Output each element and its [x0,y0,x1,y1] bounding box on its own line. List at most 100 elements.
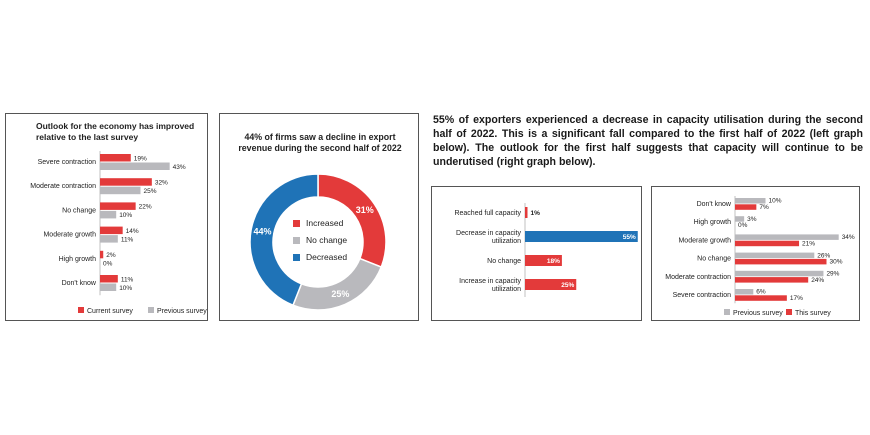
legend-swatch-no-change [293,237,300,244]
legend-label-previous-survey: Previous survey [157,308,207,315]
category-label-high-growth: High growth [694,219,731,226]
data-label-previous-survey-high-growth: 3% [747,216,757,223]
category-label-line: Reached full capacity [454,210,521,217]
bar-this-survey-moderate-contraction [735,277,809,283]
data-label-decrease-in-capacity-utilization: 55% [623,234,636,241]
legend-label-previous-survey: Previous survey [733,310,783,317]
category-label-don-t-know: Don't know [62,280,97,287]
legend-label-increased: Increased [306,218,344,228]
data-label-previous-survey-no-change: 10% [119,212,132,219]
bar-previous-survey-high-growth [735,216,745,222]
bar-current-survey-no-change [100,202,136,210]
data-label-this-survey-severe-contraction: 17% [790,295,803,302]
data-label-current-survey-moderate-contraction: 32% [155,180,168,187]
export-revenue-panel: 44% of firms saw a decline in export rev… [219,113,419,321]
legend-swatch-increased [293,220,300,227]
data-label-previous-survey-high-growth: 0% [103,261,113,268]
bar-increase-in-capacity-utilization [525,279,577,290]
data-label-this-survey-moderate-growth: 21% [802,240,815,247]
capacity-utilisation-chart: Reached full capacity 1% Decrease in capac… [454,203,638,297]
category-label-severe-contraction: Severe contraction [38,159,96,166]
bar-no-change [525,255,562,266]
data-label-previous-survey-don-t-know: 10% [769,198,782,205]
legend-swatch-decreased [293,254,300,261]
category-label-line: Increase in capacity [459,278,521,285]
data-label-previous-survey-severe-contraction: 43% [173,164,186,171]
category-label-severe-contraction: Severe contraction [673,292,731,299]
data-label-previous-survey-don-t-know: 10% [119,285,132,292]
bar-previous-survey-no-change [735,252,815,259]
bar-previous-survey-severe-contraction [735,289,754,295]
bar-current-survey-high-growth [100,250,104,259]
bar-previous-survey-don-t-know [100,283,117,291]
category-label-reached-full-capacity: Reached full capacity [454,210,521,217]
data-label-current-survey-moderate-growth: 14% [126,228,139,235]
legend-label-decreased: Decreased [306,252,347,262]
bar-this-survey-don-t-know [735,204,757,210]
category-label-increase-in-capacity-utilization: Increase in capacity utilization [459,278,521,293]
data-label-current-survey-severe-contraction: 19% [134,155,147,162]
legend-label-this-survey: This survey [795,310,831,317]
data-label-previous-survey-moderate-growth: 34% [842,234,855,241]
bar-current-survey-severe-contraction [100,154,131,162]
bar-decrease-in-capacity-utilization [525,231,638,242]
bar-this-survey-no-change [735,258,827,265]
legend-swatch-previous-survey [724,309,730,315]
bar-current-survey-moderate-growth [100,226,123,235]
data-label-previous-survey-moderate-contraction: 29% [826,271,839,278]
bar-previous-survey-moderate-contraction [100,186,141,195]
legend-swatch-previous-survey [148,307,154,313]
data-label-current-survey-no-change: 22% [139,204,152,211]
bar-previous-survey-moderate-growth [735,234,839,240]
category-label-line: utilization [492,286,521,293]
slice-label-decreased: 44% [253,226,271,236]
category-label-moderate-contraction: Moderate contraction [665,274,731,281]
legend-label-current-survey: Current survey [87,308,133,315]
category-label-moderate-growth: Moderate growth [678,237,731,244]
data-label-this-survey-no-change: 30% [830,259,843,266]
category-label-moderate-growth: Moderate growth [43,232,96,239]
bar-reached-full-capacity [525,207,528,218]
category-label-moderate-contraction: Moderate contraction [30,183,96,190]
bar-current-survey-moderate-contraction [100,178,152,186]
data-label-previous-survey-moderate-contraction: 25% [144,188,157,195]
bar-previous-survey-moderate-contraction [735,270,824,277]
bar-current-survey-don-t-know [100,275,118,283]
data-label-previous-survey-no-change: 26% [817,252,830,259]
data-label-this-survey-high-growth: 0% [738,222,748,229]
data-label-increase-in-capacity-utilization: 25% [561,282,574,289]
data-label-no-change: 18% [547,258,560,265]
legend-label-no-change: No change [306,235,347,245]
category-label-line: Decrease in capacity [456,230,521,237]
category-label-line: utilization [492,238,521,245]
data-label-current-survey-high-growth: 2% [106,252,116,259]
economy-outlook-panel: Outlook for the economy has improved rel… [5,113,208,321]
headline-text: 55% of exporters experienced a decrease … [433,114,863,168]
bar-this-survey-severe-contraction [735,295,787,301]
category-label-no-change: No change [62,207,96,214]
slice-decreased [249,173,319,307]
bar-previous-survey-severe-contraction [100,162,170,170]
bar-this-survey-moderate-growth [735,240,800,247]
slice-label-no-change: 25% [331,289,349,299]
capacity-outlook-panel: Don't know 10% 7% High growth 3% 0% Moderate g… [651,186,860,321]
category-label-decrease-in-capacity-utilization: Decrease in capacity utilization [456,230,521,245]
slice-no-change [291,257,383,311]
data-label-previous-survey-severe-contraction: 6% [756,289,766,296]
capacity-utilisation-panel: Reached full capacity 1% Decrease in capac… [431,186,642,321]
legend-swatch-current-survey [78,307,84,313]
export-revenue-title: 44% of firms saw a decline in export rev… [238,132,402,153]
bar-previous-survey-don-t-know [735,198,766,204]
data-label-reached-full-capacity: 1% [531,210,541,217]
data-label-previous-survey-moderate-growth: 11% [121,236,134,243]
economy-outlook-title: Outlook for the economy has improved rel… [36,121,195,142]
export-revenue-donut: 31% 25% 44% Increased No change Decreased [249,173,387,311]
capacity-outlook-chart: Don't know 10%7% High growth 3%0% Moderate g… [665,196,855,317]
economy-outlook-chart: Severe contraction 19% 43% Moderate contrac… [30,151,207,315]
data-label-this-survey-moderate-contraction: 24% [811,277,824,284]
legend-swatch-this-survey [786,309,792,315]
bar-previous-survey-moderate-growth [100,235,118,243]
data-label-this-survey-don-t-know: 7% [759,204,769,211]
category-label-don-t-know: Don't know [697,201,732,208]
bar-previous-survey-no-change [100,210,117,219]
